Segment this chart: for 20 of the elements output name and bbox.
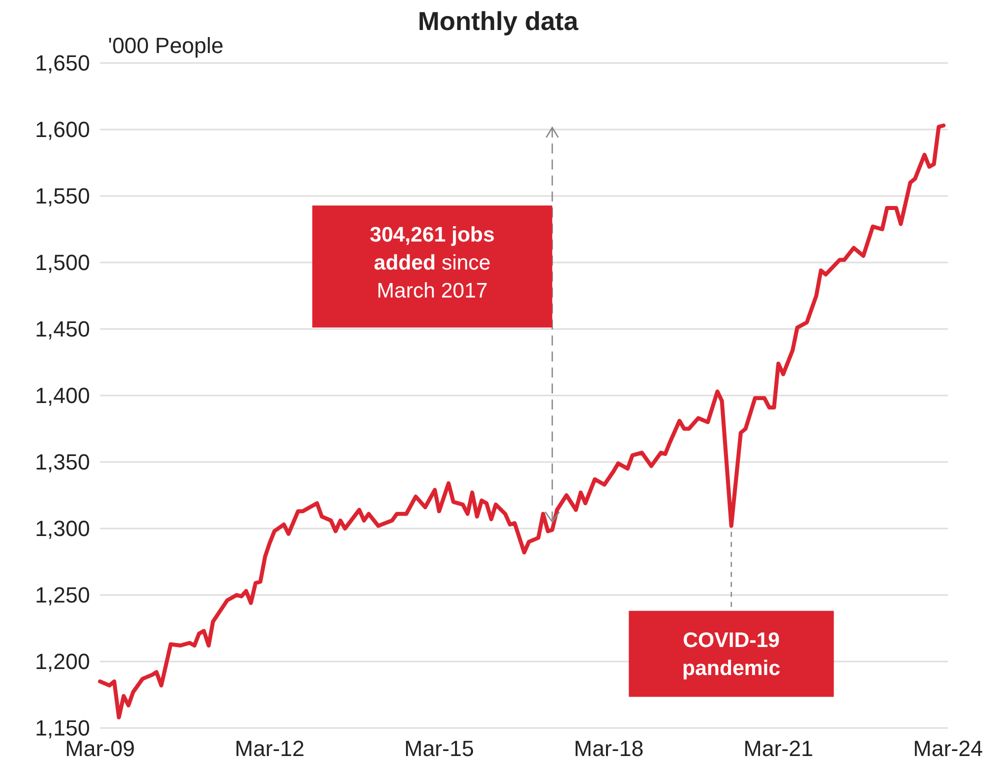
y-axis-title: '000 People xyxy=(108,33,224,58)
y-tick-label: 1,500 xyxy=(34,250,90,276)
y-tick-label: 1,600 xyxy=(34,117,90,142)
x-tick-label: Mar-12 xyxy=(234,736,304,761)
y-tick-label: 1,250 xyxy=(34,582,90,608)
x-tick-label: Mar-24 xyxy=(913,736,983,761)
y-tick-label: 1,450 xyxy=(34,316,90,342)
annotation: COVID-19 pandemic xyxy=(682,628,781,680)
x-tick-label: Mar-21 xyxy=(744,736,814,761)
ref-line-label: 304,261 jobs added since March 2017 xyxy=(370,224,495,303)
y-tick-label: 1,300 xyxy=(34,516,90,542)
line-series xyxy=(98,124,946,720)
y-tick-label: 1,400 xyxy=(34,383,90,408)
x-tick-label: Mar-15 xyxy=(404,736,474,761)
y-tick-label: 1,350 xyxy=(34,450,90,475)
chart-title: Monthly data xyxy=(418,6,579,36)
y-tick-label: 1,550 xyxy=(34,184,90,209)
x-tick-label: Mar-18 xyxy=(574,736,644,761)
y-tick-label: 1,650 xyxy=(34,50,90,76)
y-tick-label: 1,200 xyxy=(34,649,90,674)
